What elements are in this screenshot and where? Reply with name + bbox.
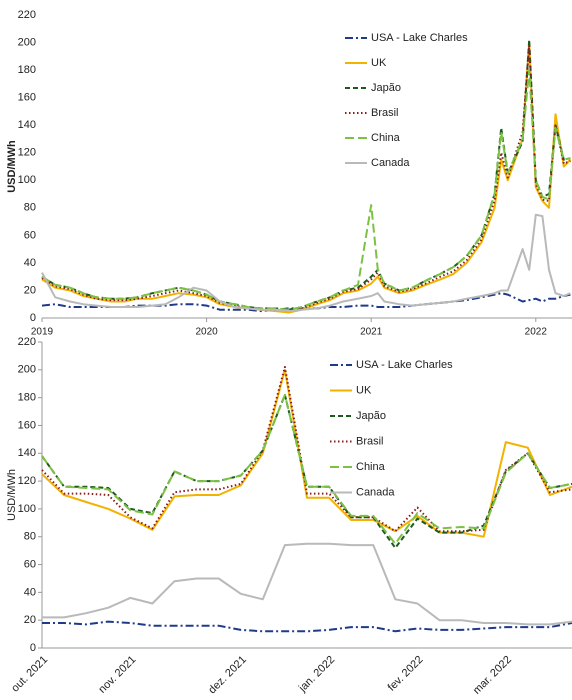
x-tick-label: nov. 2021 xyxy=(96,654,138,696)
legend-label: Japão xyxy=(371,82,401,94)
legend-label: USA - Lake Charles xyxy=(371,32,468,44)
legend-label: Canada xyxy=(371,157,410,169)
series-line xyxy=(41,393,572,545)
x-tick-label: jan. 2022 xyxy=(296,654,337,695)
y-tick-label: 220 xyxy=(18,336,36,348)
y-tick-label: 160 xyxy=(18,92,36,104)
legend-label: USA - Lake Charles xyxy=(356,359,453,371)
x-tick-label: 2019 xyxy=(31,327,54,338)
y-tick-label: 220 xyxy=(18,9,36,21)
x-tick-label: dez. 2021 xyxy=(206,654,249,697)
x-tick-label: out. 2021 xyxy=(9,654,50,695)
x-tick-label: 2022 xyxy=(525,327,548,338)
y-tick-label: 0 xyxy=(30,312,36,324)
legend-label: Brasil xyxy=(371,107,399,119)
series-line xyxy=(41,44,571,313)
series-line xyxy=(41,69,571,311)
legend-label: China xyxy=(371,132,401,144)
y-tick-label: 40 xyxy=(24,257,36,269)
x-tick-label: 2021 xyxy=(360,327,383,338)
y-tick-label: 140 xyxy=(18,119,36,131)
series-line xyxy=(42,620,572,633)
series-line xyxy=(42,542,572,626)
legend-label: UK xyxy=(371,57,387,69)
series-line xyxy=(41,41,572,314)
y-tick-label: 20 xyxy=(24,284,36,296)
x-tick-label: mar. 2022 xyxy=(471,654,514,697)
legend-label: Japão xyxy=(356,410,386,422)
y-tick-label: 100 xyxy=(18,174,36,186)
legend-label: Canada xyxy=(356,486,395,498)
y-axis-title: USD/MWh xyxy=(6,140,18,193)
y-axis-title: USD/MWh xyxy=(6,469,18,521)
x-tick-label: 2020 xyxy=(195,327,218,338)
y-tick-label: 120 xyxy=(18,475,36,487)
series-line xyxy=(41,366,572,533)
y-tick-label: 140 xyxy=(18,447,36,459)
y-tick-label: 20 xyxy=(24,614,36,626)
legend-label: Brasil xyxy=(356,435,384,447)
y-tick-label: 160 xyxy=(18,419,36,431)
y-tick-label: 180 xyxy=(18,64,36,76)
y-tick-label: 80 xyxy=(24,531,36,543)
legend-label: UK xyxy=(356,384,372,396)
series-line xyxy=(41,38,571,311)
y-tick-label: 200 xyxy=(18,36,36,48)
series-line xyxy=(41,213,571,313)
series-line xyxy=(41,368,572,538)
y-tick-label: 60 xyxy=(24,558,36,570)
x-tick-label: fev. 2022 xyxy=(386,654,426,694)
y-tick-label: 200 xyxy=(18,364,36,376)
y-tick-label: 0 xyxy=(30,642,36,654)
y-tick-label: 40 xyxy=(24,586,36,598)
series-line xyxy=(41,393,572,549)
y-tick-label: 180 xyxy=(18,392,36,404)
y-tick-label: 80 xyxy=(24,202,36,214)
y-tick-label: 120 xyxy=(18,147,36,159)
legend-label: China xyxy=(356,461,386,473)
y-tick-label: 60 xyxy=(24,229,36,241)
y-tick-label: 100 xyxy=(18,503,36,515)
